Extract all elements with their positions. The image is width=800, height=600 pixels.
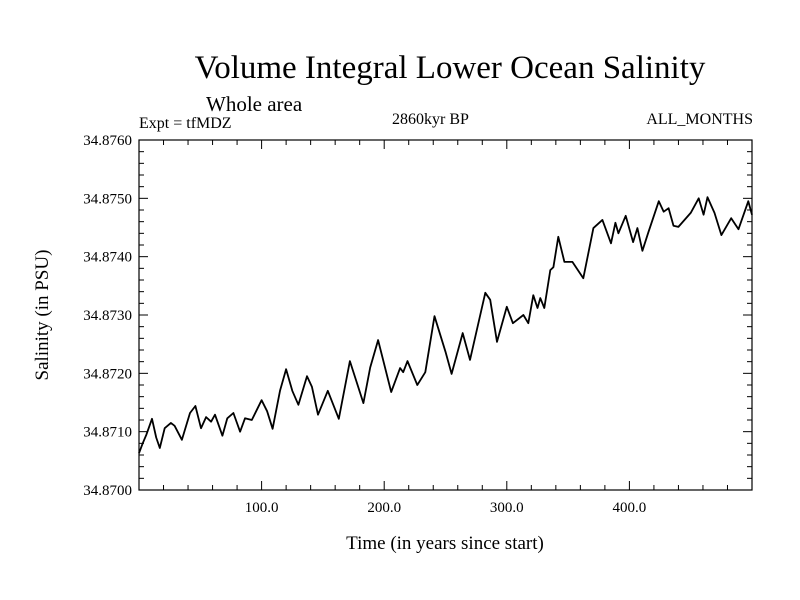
experiment-label: Expt = tfMDZ: [139, 115, 232, 132]
axis-ticks: [139, 140, 752, 490]
y-tick-label: 34.8700: [83, 483, 132, 499]
y-tick-label: 34.8730: [83, 308, 132, 324]
y-tick-label: 34.8720: [83, 366, 132, 382]
x-tick-label: 300.0: [490, 500, 524, 516]
salinity-series-line: [138, 196, 753, 454]
y-tick-label: 34.8750: [83, 191, 132, 207]
y-tick-label: 34.8710: [83, 425, 132, 441]
x-tick-label: 100.0: [245, 500, 279, 516]
x-axis-label: Time (in years since start): [346, 533, 544, 554]
months-label: ALL_MONTHS: [646, 111, 753, 128]
y-tick-label: 34.8760: [83, 133, 132, 149]
plot-frame: [138, 139, 753, 491]
x-tick-label: 400.0: [613, 500, 647, 516]
period-label: 2860kyr BP: [392, 111, 469, 128]
chart-subtitle: Whole area: [206, 92, 303, 116]
y-tick-label: 34.8740: [83, 250, 132, 266]
axis-tick-labels: 100.0 200.0 300.0 400.0 34.8700 34.8710 34.872…: [83, 133, 646, 516]
chart-title: Volume Integral Lower Ocean Salinity: [194, 50, 706, 86]
x-tick-label: 200.0: [367, 500, 401, 516]
